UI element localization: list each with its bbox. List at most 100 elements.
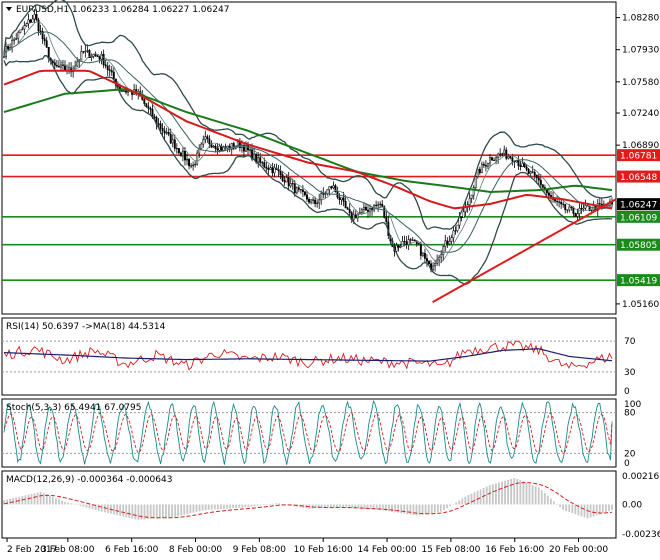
macd-panel: 0.002161 0.00 -0.002368 MACD(12,26,9) -0.00… [1,470,660,540]
candle-body [377,204,380,206]
candle-body [214,145,217,149]
stoch-ytick-label: 20 [624,449,636,459]
macd-histogram-bar [406,504,409,515]
candle-body [98,56,101,60]
macd-histogram-bar [204,504,207,511]
stoch-frame [1,398,617,468]
macd-histogram-bar [494,483,497,505]
macd-histogram-bar [519,480,522,505]
candle-body [200,143,203,150]
candle-body [45,40,48,48]
level-price-tag [617,170,660,183]
candle-body [403,241,406,243]
macd-histogram-bar [464,496,467,505]
macd-histogram-bar [268,504,271,505]
macd-histogram-bar [229,504,232,509]
macd-histogram-bar [55,498,57,505]
candle-body [247,145,249,151]
candle-body [279,170,282,175]
macd-histogram-bar [220,504,222,510]
candle-body [204,136,207,140]
macd-histogram-bar [235,504,238,509]
macd-histogram-bar [498,482,500,505]
candle-body [580,208,583,210]
macd-histogram-bar [238,504,241,508]
macd-histogram-bar [271,503,274,505]
candle-body [421,253,424,256]
candle-body [588,205,591,211]
macd-histogram-bar [39,492,42,505]
candle-body [206,136,209,140]
main-frame [1,1,617,315]
candle-body [328,186,331,190]
candle-body [417,243,420,245]
candle-body [539,179,542,186]
macd-histogram-bar [507,479,510,505]
macd-histogram-bar [394,504,396,513]
candle-body [344,201,347,209]
rsi-ytick-label: 30 [624,368,636,378]
candle-body [21,28,24,31]
candle-body [381,203,384,207]
macd-histogram-bar [241,504,244,508]
macd-histogram-bar [6,499,8,505]
macd-histogram-bar [91,504,94,510]
xtick-label: 8 Feb 00:00 [169,545,223,555]
macd-histogram-bar [595,504,598,516]
xtick-label: 20 Feb 00:00 [549,545,608,555]
candle-body [143,99,146,104]
macd-histogram-bar [375,504,378,510]
macd-frame [1,470,617,539]
macd-histogram-bar [598,504,601,515]
macd-histogram-bar [73,504,76,505]
macd-histogram-bar [586,504,589,519]
candle-body [590,209,593,211]
candle-body [519,165,522,167]
macd-histogram-bar [201,504,204,511]
macd-histogram-bar [571,504,574,514]
macd-histogram-bar [430,504,433,514]
candle-body [405,241,408,245]
macd-histogram-bar [339,504,341,508]
candle-body [153,116,156,118]
macd-histogram-bar [540,490,543,505]
macd-histogram-bar [146,504,149,520]
candle-body [415,240,418,244]
macd-histogram-bar [85,504,88,508]
stoch-title: Stoch(5,3,3) 65.4941 67.0795 [6,403,141,413]
candle-body [212,145,215,148]
current-price-tag [617,198,660,211]
candle-body [281,174,284,181]
candle-body [265,166,268,169]
candle-body [208,138,211,145]
macd-histogram-bar [116,504,118,516]
candle-body [232,143,235,149]
candle-body [322,193,325,195]
candle-body [88,50,91,58]
macd-histogram-bar [210,504,213,510]
candle-body [175,148,178,150]
macd-histogram-bar [384,504,387,511]
fast-ma-line [3,21,613,263]
macd-histogram-bar [418,504,421,516]
candle-body [346,207,349,210]
dropdown-triangle-icon [6,7,12,11]
candle-body [192,164,195,167]
candle-body [194,163,197,166]
candle-body [491,157,493,161]
macd-histogram-bar [323,504,326,508]
macd-histogram-bar [458,500,461,505]
macd-histogram-bar [122,504,125,517]
macd-histogram-bar [473,492,476,505]
candle-body [517,160,520,166]
stoch-main-line [3,399,613,465]
macd-histogram-bar [525,482,528,505]
candle-body [159,123,162,129]
candle-body [257,157,260,163]
macd-histogram-bar [152,504,155,519]
macd-histogram-bar [556,504,558,505]
candle-body [379,203,382,205]
macd-signal-line [3,482,613,519]
bollinger-middle-line [3,31,613,253]
